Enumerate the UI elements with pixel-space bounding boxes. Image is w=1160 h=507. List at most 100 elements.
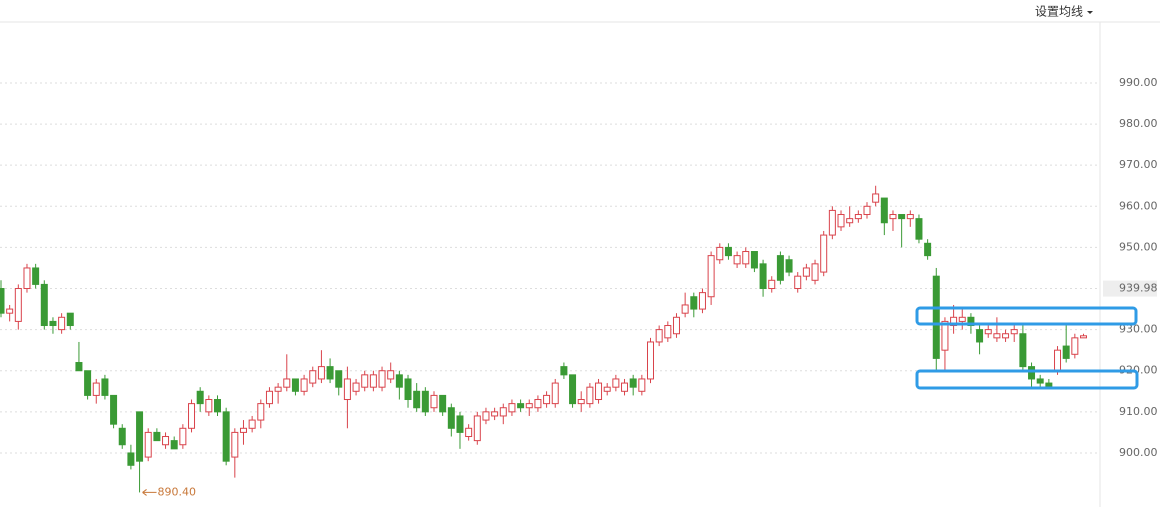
candle-body: [638, 378, 646, 392]
candle-body: [491, 411, 499, 417]
y-tick-label: 910.00: [1119, 405, 1158, 418]
candle-body: [569, 374, 577, 405]
candle-body: [343, 378, 351, 401]
candle-body: [447, 407, 455, 429]
grid: 900.00910.00920.00930.00940.00950.00960.…: [0, 76, 1158, 459]
y-tick-label: 990.00: [1119, 76, 1158, 89]
candle-body: [820, 234, 828, 273]
candle-body: [681, 304, 689, 314]
y-tick-label: 970.00: [1119, 158, 1158, 171]
candle-body: [58, 316, 66, 331]
candle-body: [534, 399, 542, 409]
candle-body: [846, 218, 854, 224]
candle-body: [482, 411, 490, 421]
low-annotation: 890.40: [158, 485, 197, 498]
candle-body: [742, 251, 750, 265]
candle-body: [66, 312, 74, 327]
candle-body: [214, 399, 221, 413]
candle-body: [309, 370, 317, 384]
candle-body: [404, 378, 412, 401]
candles: 890.40: [0, 185, 1087, 498]
candle-body: [378, 370, 386, 388]
candle-body: [880, 197, 888, 224]
candle-body: [967, 316, 975, 327]
candle-body: [32, 267, 40, 285]
candle-body: [560, 366, 568, 376]
candle-body: [976, 329, 984, 343]
y-tick-label: 950.00: [1119, 240, 1158, 253]
candle-body: [1028, 366, 1036, 380]
candle-body: [265, 390, 273, 405]
candle-body: [0, 288, 5, 314]
candle-body: [811, 263, 819, 281]
candle-body: [335, 370, 343, 388]
candle-body: [612, 378, 620, 388]
candle-body: [577, 399, 585, 405]
candle-body: [395, 374, 403, 388]
candle-body: [690, 296, 698, 310]
candle-body: [456, 415, 464, 433]
candle-body: [586, 386, 594, 405]
candle-body: [127, 452, 135, 466]
settings-button[interactable]: 设置均线: [1035, 5, 1093, 19]
candle-body: [759, 263, 767, 290]
candle-body: [941, 320, 949, 351]
candle-body: [118, 427, 126, 446]
candle-body: [785, 259, 793, 273]
candle-body: [698, 292, 706, 310]
candle-body: [984, 329, 992, 335]
candle-body: [257, 403, 265, 421]
highlight-box: [915, 306, 1138, 326]
candle-body: [84, 370, 92, 396]
candle-body: [802, 267, 810, 277]
candle-body: [993, 333, 1001, 339]
candle-body: [421, 390, 429, 413]
candle-body: [179, 427, 187, 446]
y-tick-label: 900.00: [1119, 446, 1158, 459]
candle-body: [750, 251, 758, 269]
candle-body: [413, 390, 421, 409]
candle-body: [629, 378, 637, 388]
candle-body: [1010, 329, 1018, 335]
candle-body: [239, 427, 247, 433]
candle-body: [326, 366, 334, 380]
candle-body: [6, 308, 14, 314]
candle-body: [794, 275, 802, 290]
current-price-label: 939.98: [1119, 282, 1158, 295]
candle-body: [707, 255, 715, 298]
candle-body: [655, 329, 663, 343]
candle-body: [508, 403, 516, 413]
candle-body: [1071, 337, 1079, 355]
candle-body: [430, 394, 438, 409]
candle-body: [40, 283, 48, 327]
candle-body: [1080, 335, 1087, 339]
settings-button-label[interactable]: 设置均线: [1035, 5, 1083, 19]
candle-body: [724, 246, 732, 257]
candle-body: [369, 374, 377, 388]
candle-body: [543, 394, 551, 405]
candle-body: [75, 362, 83, 372]
y-tick-label: 980.00: [1119, 117, 1158, 130]
candle-body: [551, 382, 559, 405]
candle-body: [352, 382, 360, 392]
candle-body: [110, 394, 118, 425]
candle-body: [837, 214, 845, 228]
candle-body: [153, 431, 161, 442]
y-tick-label: 960.00: [1119, 199, 1158, 212]
candle-body: [144, 431, 152, 458]
candle-body: [136, 411, 144, 462]
candle-body: [621, 382, 629, 392]
candle-body: [439, 394, 447, 413]
candle-body: [924, 242, 932, 257]
candle-body: [906, 214, 914, 220]
highlight-box: [915, 369, 1139, 390]
candle-body: [958, 316, 966, 322]
y-tick-label: 930.00: [1119, 323, 1158, 336]
candle-body: [603, 386, 611, 392]
dropdown-arrow[interactable]: [1087, 11, 1093, 14]
candle-body: [196, 390, 204, 405]
candle-body: [768, 279, 776, 290]
candle-body: [23, 267, 31, 290]
candle-body: [274, 386, 282, 392]
candle-body: [473, 415, 481, 442]
